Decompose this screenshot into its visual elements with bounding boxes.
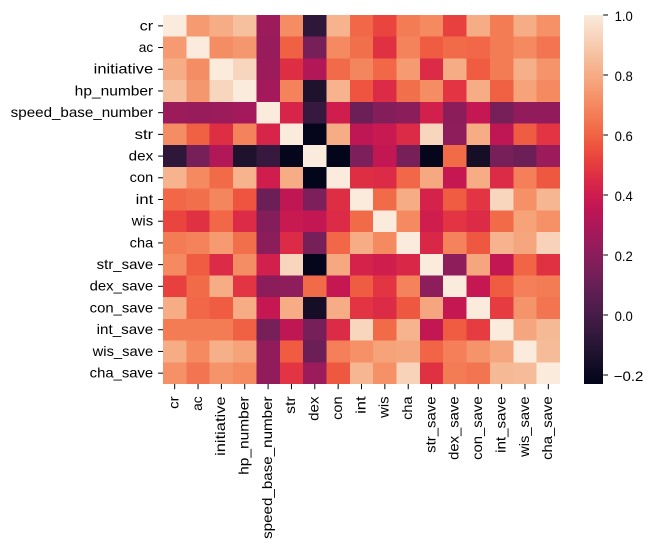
svg-text:wis: wis bbox=[131, 213, 154, 229]
svg-text:0.8: 0.8 bbox=[615, 68, 633, 84]
svg-text:hp_number: hp_number bbox=[236, 396, 252, 475]
svg-text:con: con bbox=[329, 396, 345, 420]
svg-text:cr: cr bbox=[140, 17, 154, 33]
svg-text:cr: cr bbox=[165, 396, 181, 409]
svg-text:cha_save: cha_save bbox=[539, 396, 555, 460]
svg-text:con: con bbox=[130, 169, 154, 185]
svg-text:str_save: str_save bbox=[422, 396, 438, 453]
svg-text:dex: dex bbox=[306, 396, 322, 421]
svg-text:0.2: 0.2 bbox=[615, 248, 633, 264]
svg-text:str: str bbox=[135, 126, 154, 142]
svg-text:0.4: 0.4 bbox=[615, 188, 633, 204]
svg-text:int_save: int_save bbox=[492, 396, 508, 453]
svg-text:cha: cha bbox=[130, 234, 154, 250]
svg-text:ac: ac bbox=[139, 39, 154, 55]
svg-text:cha: cha bbox=[399, 396, 415, 420]
svg-text:speed_base_number: speed_base_number bbox=[11, 104, 154, 120]
svg-text:0.0: 0.0 bbox=[615, 308, 633, 324]
svg-text:speed_base_number: speed_base_number bbox=[259, 396, 275, 539]
svg-text:hp_number: hp_number bbox=[75, 82, 154, 98]
svg-text:int: int bbox=[352, 396, 368, 414]
svg-text:dex: dex bbox=[129, 147, 154, 163]
svg-text:str_save: str_save bbox=[97, 256, 154, 272]
svg-text:int: int bbox=[136, 191, 154, 207]
svg-text:con_save: con_save bbox=[90, 299, 154, 315]
svg-text:wis: wis bbox=[376, 396, 392, 419]
svg-text:ac: ac bbox=[189, 396, 205, 411]
svg-text:0.6: 0.6 bbox=[615, 128, 633, 144]
svg-text:1.0: 1.0 bbox=[615, 8, 633, 24]
svg-text:dex_save: dex_save bbox=[446, 396, 462, 460]
svg-text:initiative: initiative bbox=[212, 396, 228, 456]
svg-text:cha_save: cha_save bbox=[90, 365, 154, 381]
svg-text:−0.2: −0.2 bbox=[614, 368, 644, 384]
svg-text:initiative: initiative bbox=[94, 61, 154, 77]
svg-text:dex_save: dex_save bbox=[90, 278, 154, 294]
svg-text:wis_save: wis_save bbox=[92, 343, 154, 359]
svg-text:str: str bbox=[282, 396, 298, 414]
svg-text:int_save: int_save bbox=[97, 321, 154, 337]
svg-text:con_save: con_save bbox=[469, 396, 485, 460]
svg-text:wis_save: wis_save bbox=[516, 396, 532, 458]
